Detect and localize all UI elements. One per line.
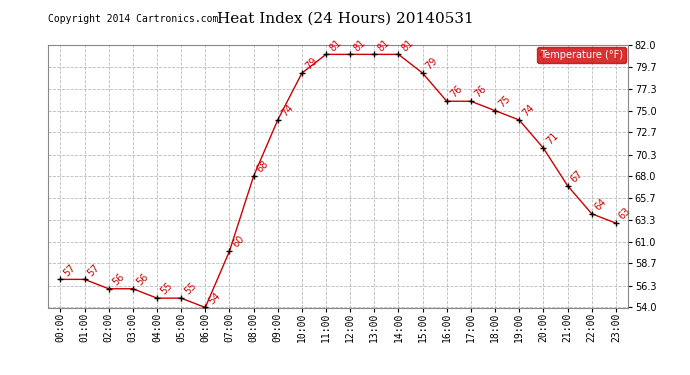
Text: 76: 76 [473, 84, 488, 100]
Text: 54: 54 [207, 290, 222, 306]
Text: 57: 57 [86, 262, 102, 278]
Text: 81: 81 [400, 37, 415, 53]
Text: 57: 57 [62, 262, 78, 278]
Text: 71: 71 [545, 131, 560, 147]
Text: 56: 56 [135, 272, 150, 287]
Text: 55: 55 [159, 281, 175, 297]
Text: Copyright 2014 Cartronics.com: Copyright 2014 Cartronics.com [48, 14, 219, 24]
Text: 81: 81 [376, 37, 391, 53]
Text: 64: 64 [593, 196, 609, 212]
Text: 79: 79 [424, 56, 440, 72]
Text: 55: 55 [183, 281, 199, 297]
Text: 76: 76 [448, 84, 464, 100]
Text: 60: 60 [231, 234, 246, 250]
Legend: Temperature (°F): Temperature (°F) [537, 47, 626, 63]
Text: 74: 74 [521, 103, 536, 118]
Text: 56: 56 [110, 272, 126, 287]
Text: 79: 79 [304, 56, 319, 72]
Text: 74: 74 [279, 103, 295, 118]
Text: 81: 81 [352, 37, 367, 53]
Text: 68: 68 [255, 159, 270, 175]
Text: Heat Index (24 Hours) 20140531: Heat Index (24 Hours) 20140531 [217, 11, 473, 25]
Text: 75: 75 [497, 93, 513, 109]
Text: 81: 81 [328, 37, 343, 53]
Text: 67: 67 [569, 168, 584, 184]
Text: 63: 63 [618, 206, 633, 222]
